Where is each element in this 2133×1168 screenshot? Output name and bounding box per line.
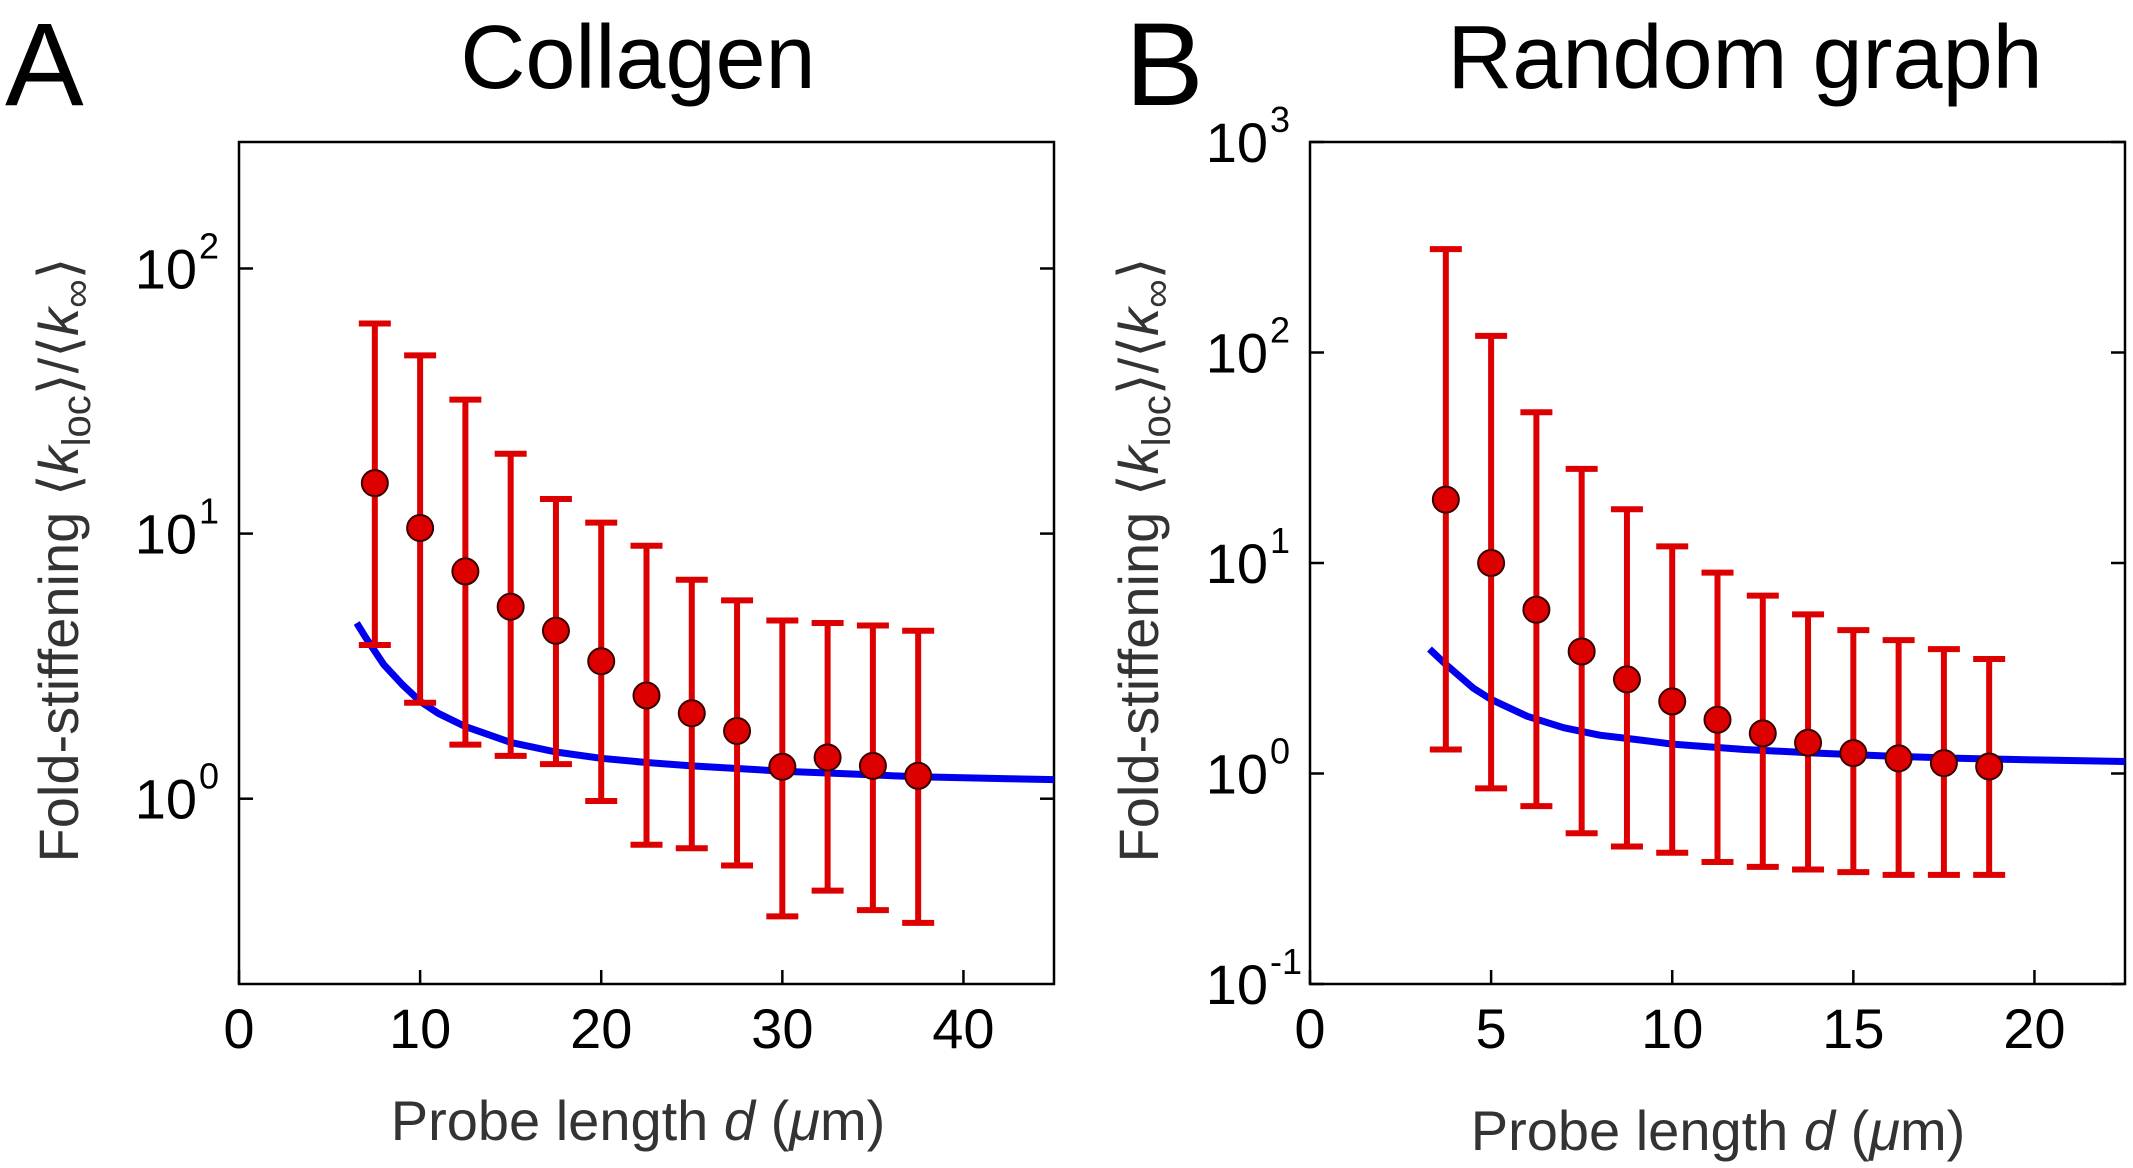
panel-a-x-tick-label: 40 <box>932 997 994 1060</box>
panel-a-data-point <box>723 717 752 746</box>
panel-b-data-point <box>1884 744 1913 773</box>
panel-a-title: Collagen <box>460 8 815 108</box>
panel-a-x-ticks: 0 10 20 30 40 <box>223 970 995 1060</box>
panel-a-data-point <box>451 557 480 586</box>
panel-a-data-point <box>858 751 887 780</box>
panel-a-fit-layer <box>353 621 1055 784</box>
panel-b-x-tick-label: 5 <box>1476 997 1507 1060</box>
panel-b-x-ticks: 0 5 10 15 20 <box>1294 970 2066 1060</box>
panel-a-data-point <box>677 699 706 728</box>
panel-b-data-point <box>1703 705 1732 734</box>
panel-a-x-tick-label: 0 <box>223 997 254 1060</box>
panel-b-data-point <box>1975 752 2004 781</box>
panel-b-x-tick-label: 0 <box>1294 997 1325 1060</box>
panel-a-x-tick-label: 20 <box>570 997 632 1060</box>
panel-b-data-point <box>1839 739 1868 768</box>
panel-a-data-point <box>496 592 525 621</box>
panel-a-y-tick-exponent: 2 <box>199 225 219 266</box>
panel-b-data-point <box>1522 595 1551 624</box>
panel-a-axes-box <box>237 140 1056 986</box>
panel-a-x-tick-label: 30 <box>751 997 813 1060</box>
panel-b-y-tick-exponent: 1 <box>1270 520 1290 561</box>
panel-b-errorbar-layer <box>1429 246 2006 878</box>
panel-a-y-label: Fold-stiffening ⟨kloc⟩/⟨k∞⟩ <box>27 258 99 863</box>
panel-b-x-tick-label: 10 <box>1641 997 1703 1060</box>
panel-a-data-point <box>587 647 616 676</box>
panel-b-y-tick-label: 10 <box>1206 111 1268 174</box>
panel-a-y-tick-exponent: 1 <box>199 491 219 532</box>
panel-a-fit-curve <box>353 621 1055 784</box>
panel-a-data-point <box>813 743 842 772</box>
panel-b-points-layer <box>1431 485 2004 781</box>
panel-b-x-tick-label: 20 <box>2003 997 2065 1060</box>
panel-b-title: Random graph <box>1447 8 2042 108</box>
panel-a-data-point <box>632 681 661 710</box>
panel-a-data-point <box>360 469 389 498</box>
panel-a-y-tick-exponent: 0 <box>199 756 219 797</box>
panel-a-data-point <box>768 752 797 781</box>
panel-b-data-point <box>1658 687 1687 716</box>
panel-b-y-tick-label: 10 <box>1206 322 1268 385</box>
panel-b-y-tick-exponent: 3 <box>1270 99 1290 140</box>
panel-a-x-label: Probe length d (μm) <box>391 1089 886 1152</box>
panel-b-data-point <box>1794 728 1823 757</box>
panel-a-data-point <box>541 616 570 645</box>
panel-b-x-tick-label: 15 <box>1822 997 1884 1060</box>
panel-a-data-point <box>904 761 933 790</box>
panel-b-data-point <box>1567 637 1596 666</box>
panel-b-y-tick-label: 10 <box>1206 532 1268 595</box>
panel-b-y-tick-exponent: 2 <box>1270 310 1290 351</box>
panel-b-y-tick-label: 10 <box>1206 743 1268 806</box>
panel-b-data-point <box>1477 549 1506 577</box>
panel-b-y-label: Fold-stiffening ⟨kloc⟩/⟨k∞⟩ <box>1107 258 1179 863</box>
panel-a-errorbar-layer <box>358 320 935 926</box>
panel-b-data-point <box>1612 665 1641 694</box>
panel-a-y-tick-label: 10 <box>135 768 197 831</box>
panel-b-data-point <box>1431 485 1460 514</box>
panel-a-y-tick-label: 10 <box>135 237 197 300</box>
panel-b-x-label: Probe length d (μm) <box>1471 1099 1966 1162</box>
panel-a-y-tick-label: 10 <box>135 503 197 566</box>
panel-b-y-tick-exponent: 0 <box>1270 731 1290 772</box>
panel-b-y-tick-label: 10 <box>1206 953 1268 1016</box>
panel-a-points-layer <box>360 469 933 790</box>
panel-b-data-point <box>1929 749 1958 778</box>
panel-a-x-tick-label: 10 <box>389 997 451 1060</box>
panel-a-data-point <box>406 513 435 542</box>
panel-b-y-tick-exponent: -1 <box>1270 941 1302 982</box>
panel-b-data-point <box>1748 719 1777 748</box>
panel-a-letter: A <box>5 0 84 131</box>
panel-b-letter: B <box>1125 0 1204 131</box>
